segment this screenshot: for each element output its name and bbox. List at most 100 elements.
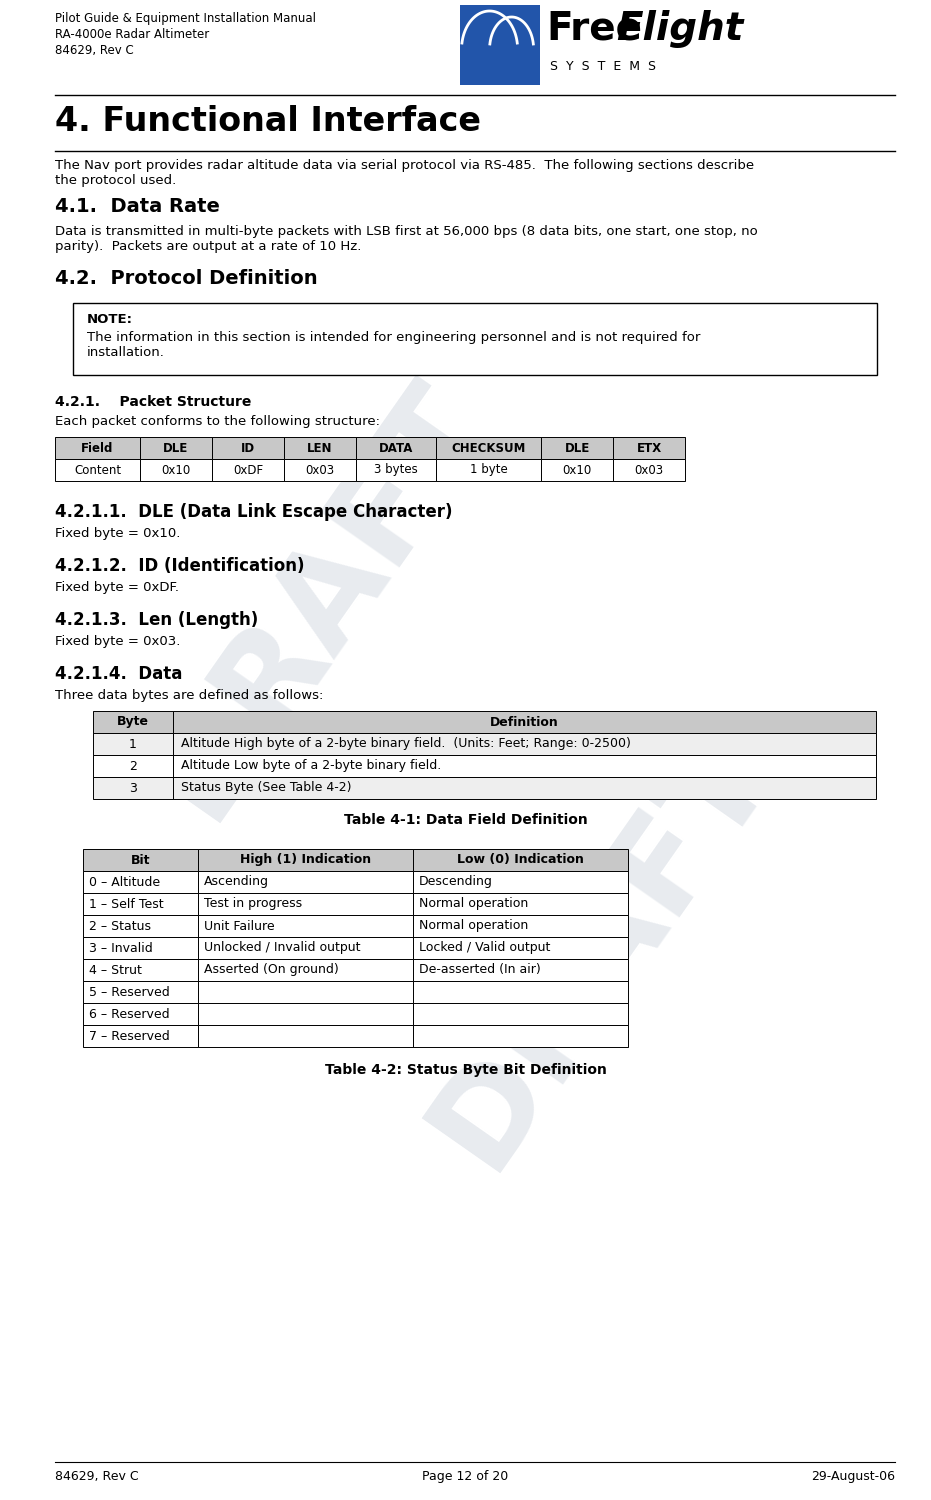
Bar (83, 871, 198, 892)
Bar (413, 849, 628, 871)
Bar (356, 459, 436, 482)
Bar (413, 871, 628, 892)
Text: 4. Functional Interface: 4. Functional Interface (55, 105, 481, 138)
Text: DATA: DATA (379, 441, 413, 454)
Bar (413, 915, 628, 938)
Bar (212, 459, 284, 482)
Text: 3 bytes: 3 bytes (374, 464, 418, 477)
Text: 4.2.1.1.  DLE (Data Link Escape Character): 4.2.1.1. DLE (Data Link Escape Character… (55, 503, 452, 520)
Text: DLE: DLE (163, 441, 189, 454)
Text: 0x10: 0x10 (562, 464, 591, 477)
Bar (413, 958, 628, 981)
Bar (93, 734, 173, 754)
Text: Three data bytes are defined as follows:: Three data bytes are defined as follows: (55, 688, 323, 702)
Text: Flight: Flight (616, 10, 743, 48)
Text: 1 byte: 1 byte (469, 464, 507, 477)
Text: 2 – Status: 2 – Status (89, 920, 151, 933)
Bar (460, 4, 540, 86)
Text: Status Byte (See Table 4-2): Status Byte (See Table 4-2) (181, 782, 352, 795)
Bar (83, 981, 198, 1004)
Bar (73, 303, 877, 375)
Text: Asserted (On ground): Asserted (On ground) (204, 963, 339, 976)
Bar (198, 1024, 413, 1047)
Text: CHECKSUM: CHECKSUM (452, 441, 526, 454)
Bar (93, 754, 173, 777)
Bar (413, 938, 628, 958)
Text: 7 – Reserved: 7 – Reserved (89, 1029, 169, 1042)
Bar (55, 436, 140, 459)
Bar (83, 958, 198, 981)
Bar (198, 938, 413, 958)
Text: LEN: LEN (307, 441, 332, 454)
Bar (436, 459, 541, 482)
Text: 4.2.  Protocol Definition: 4.2. Protocol Definition (55, 268, 317, 288)
Bar (413, 1004, 628, 1025)
Bar (173, 734, 876, 754)
Text: 4.2.1.2.  ID (Identification): 4.2.1.2. ID (Identification) (55, 556, 304, 574)
Bar (198, 958, 413, 981)
Text: The information in this section is intended for engineering personnel and is not: The information in this section is inten… (87, 332, 700, 358)
Bar (140, 459, 212, 482)
Text: 84629, Rev C: 84629, Rev C (55, 44, 134, 57)
Bar (173, 754, 876, 777)
Text: 4.1.  Data Rate: 4.1. Data Rate (55, 196, 220, 216)
Text: 1: 1 (129, 738, 137, 750)
Text: Descending: Descending (419, 876, 492, 888)
Text: Byte: Byte (117, 716, 149, 729)
Bar (198, 871, 413, 892)
Text: DLE: DLE (564, 441, 589, 454)
Bar (83, 915, 198, 938)
Text: Each packet conforms to the following structure:: Each packet conforms to the following st… (55, 416, 380, 428)
Text: S  Y  S  T  E  M  S: S Y S T E M S (550, 60, 656, 74)
Text: 6 – Reserved: 6 – Reserved (89, 1008, 169, 1020)
Text: DRAFT: DRAFT (127, 362, 514, 839)
Text: 0x03: 0x03 (634, 464, 664, 477)
Text: 2: 2 (129, 759, 137, 772)
Bar (436, 436, 541, 459)
Text: 0 – Altitude: 0 – Altitude (89, 876, 160, 888)
Bar (198, 1004, 413, 1025)
Text: Unlocked / Invalid output: Unlocked / Invalid output (204, 942, 360, 954)
Text: DRAFT: DRAFT (407, 711, 793, 1188)
Text: Altitude Low byte of a 2-byte binary field.: Altitude Low byte of a 2-byte binary fie… (181, 759, 441, 772)
Bar (83, 849, 198, 871)
Text: Field: Field (81, 441, 114, 454)
Text: 0x03: 0x03 (305, 464, 334, 477)
Text: Page 12 of 20: Page 12 of 20 (423, 1470, 508, 1484)
Bar (413, 1024, 628, 1047)
Text: 0x10: 0x10 (161, 464, 191, 477)
Text: 4.2.1.3.  Len (Length): 4.2.1.3. Len (Length) (55, 610, 258, 628)
Text: Altitude High byte of a 2-byte binary field.  (Units: Feet; Range: 0-2500): Altitude High byte of a 2-byte binary fi… (181, 738, 631, 750)
Bar (173, 777, 876, 800)
Text: 4.2.1.4.  Data: 4.2.1.4. Data (55, 664, 182, 682)
Bar (83, 1024, 198, 1047)
Text: Table 4-2: Status Byte Bit Definition: Table 4-2: Status Byte Bit Definition (325, 1064, 606, 1077)
Bar (284, 459, 356, 482)
Text: Locked / Valid output: Locked / Valid output (419, 942, 550, 954)
Text: Normal operation: Normal operation (419, 897, 528, 910)
Text: 4.2.1.    Packet Structure: 4.2.1. Packet Structure (55, 394, 251, 410)
Text: 4 – Strut: 4 – Strut (89, 963, 142, 976)
Text: De-asserted (In air): De-asserted (In air) (419, 963, 541, 976)
Bar (198, 915, 413, 938)
Bar (198, 981, 413, 1004)
Bar (541, 436, 613, 459)
Text: Fixed byte = 0xDF.: Fixed byte = 0xDF. (55, 580, 179, 594)
Bar (198, 892, 413, 915)
Text: The Nav port provides radar altitude data via serial protocol via RS-485.  The f: The Nav port provides radar altitude dat… (55, 159, 754, 188)
Text: 0xDF: 0xDF (233, 464, 263, 477)
Bar (212, 436, 284, 459)
Text: RA-4000e Radar Altimeter: RA-4000e Radar Altimeter (55, 28, 209, 40)
Text: 3: 3 (129, 782, 137, 795)
Text: High (1) Indication: High (1) Indication (240, 853, 371, 867)
Bar (83, 1004, 198, 1025)
Text: Fixed byte = 0x10.: Fixed byte = 0x10. (55, 526, 181, 540)
Bar (55, 459, 140, 482)
Bar (93, 777, 173, 800)
Text: Test in progress: Test in progress (204, 897, 303, 910)
Text: Low (0) Indication: Low (0) Indication (457, 853, 584, 867)
Text: ID: ID (241, 441, 255, 454)
Text: Content: Content (74, 464, 121, 477)
Bar (613, 459, 685, 482)
Bar (198, 849, 413, 871)
